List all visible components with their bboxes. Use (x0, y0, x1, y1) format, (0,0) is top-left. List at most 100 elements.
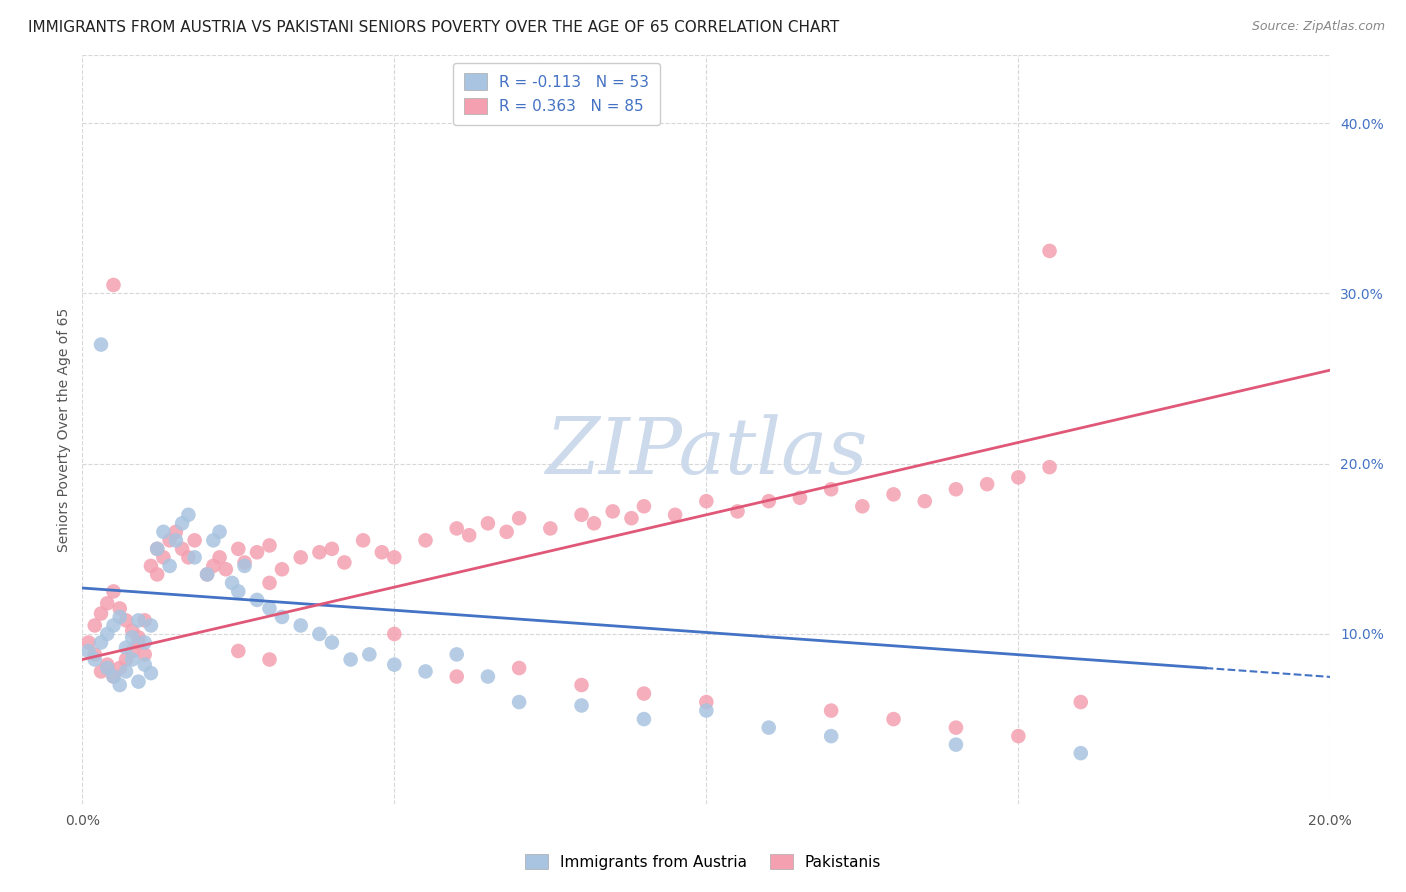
Point (945, 483, 967, 497)
Legend: R = -0.113   N = 53, R = 0.363   N = 85: R = -0.113 N = 53, R = 0.363 N = 85 (453, 62, 659, 125)
Point (208, 524, 231, 539)
Point (115, 665, 138, 679)
Point (177, 508, 200, 522)
Point (308, 545, 330, 559)
Point (321, 635, 343, 649)
Point (139, 666, 162, 681)
Point (339, 652, 361, 666)
Point (633, 500, 655, 514)
Point (90, 337, 112, 351)
Point (83, 648, 105, 662)
Point (233, 556, 256, 570)
Point (789, 491, 811, 505)
Point (446, 648, 468, 662)
Point (259, 575, 281, 590)
Point (1070, 746, 1092, 760)
Point (90, 607, 112, 621)
Point (259, 652, 281, 666)
Point (83, 652, 105, 666)
Legend: Immigrants from Austria, Pakistanis: Immigrants from Austria, Pakistanis (517, 846, 889, 877)
Point (96, 596, 118, 610)
Point (177, 550, 200, 565)
Point (883, 712, 905, 726)
Point (945, 721, 967, 735)
Point (446, 521, 468, 535)
Point (103, 584, 125, 599)
Point (152, 550, 174, 565)
Point (77, 635, 100, 649)
Point (477, 669, 499, 683)
Point (121, 652, 143, 666)
Point (458, 528, 481, 542)
Point (571, 508, 593, 522)
Point (758, 494, 780, 508)
Point (159, 558, 181, 573)
Point (83, 618, 105, 632)
Point (382, 550, 405, 565)
Point (139, 618, 162, 632)
Point (115, 613, 138, 627)
Point (333, 556, 356, 570)
Point (1007, 470, 1029, 484)
Point (103, 277, 125, 292)
Point (259, 538, 281, 552)
Point (321, 541, 343, 556)
Point (202, 558, 225, 573)
Point (415, 533, 437, 548)
Point (103, 618, 125, 632)
Point (571, 678, 593, 692)
Point (134, 648, 156, 662)
Point (90, 635, 112, 649)
Point (108, 661, 131, 675)
Point (352, 533, 374, 548)
Point (152, 524, 174, 539)
Point (633, 687, 655, 701)
Point (945, 738, 967, 752)
Point (146, 541, 169, 556)
Point (146, 541, 169, 556)
Point (159, 533, 181, 548)
Point (96, 661, 118, 675)
Point (127, 631, 149, 645)
Point (165, 533, 187, 548)
Point (195, 567, 218, 582)
Point (271, 610, 294, 624)
Point (495, 524, 517, 539)
Point (290, 550, 312, 565)
Point (976, 477, 998, 491)
Point (538, 521, 561, 535)
Point (820, 704, 842, 718)
Point (727, 504, 749, 518)
Point (121, 624, 143, 638)
Point (758, 721, 780, 735)
Point (226, 644, 249, 658)
Point (914, 494, 936, 508)
Point (233, 558, 256, 573)
Y-axis label: Seniors Poverty Over the Age of 65: Seniors Poverty Over the Age of 65 (58, 308, 72, 552)
Point (103, 669, 125, 683)
Point (115, 640, 138, 655)
Point (620, 511, 643, 525)
Point (508, 511, 530, 525)
Point (695, 704, 717, 718)
Point (820, 483, 842, 497)
Point (108, 601, 131, 615)
Point (664, 508, 686, 522)
Point (90, 665, 112, 679)
Point (208, 550, 231, 565)
Point (633, 712, 655, 726)
Point (1007, 729, 1029, 743)
Point (695, 695, 717, 709)
Point (290, 618, 312, 632)
Point (271, 562, 294, 576)
Point (446, 669, 468, 683)
Point (308, 627, 330, 641)
Text: ZIPatlas: ZIPatlas (546, 414, 868, 491)
Point (382, 627, 405, 641)
Point (195, 567, 218, 582)
Point (134, 613, 156, 627)
Point (127, 635, 149, 649)
Point (820, 729, 842, 743)
Point (77, 644, 100, 658)
Point (883, 487, 905, 501)
